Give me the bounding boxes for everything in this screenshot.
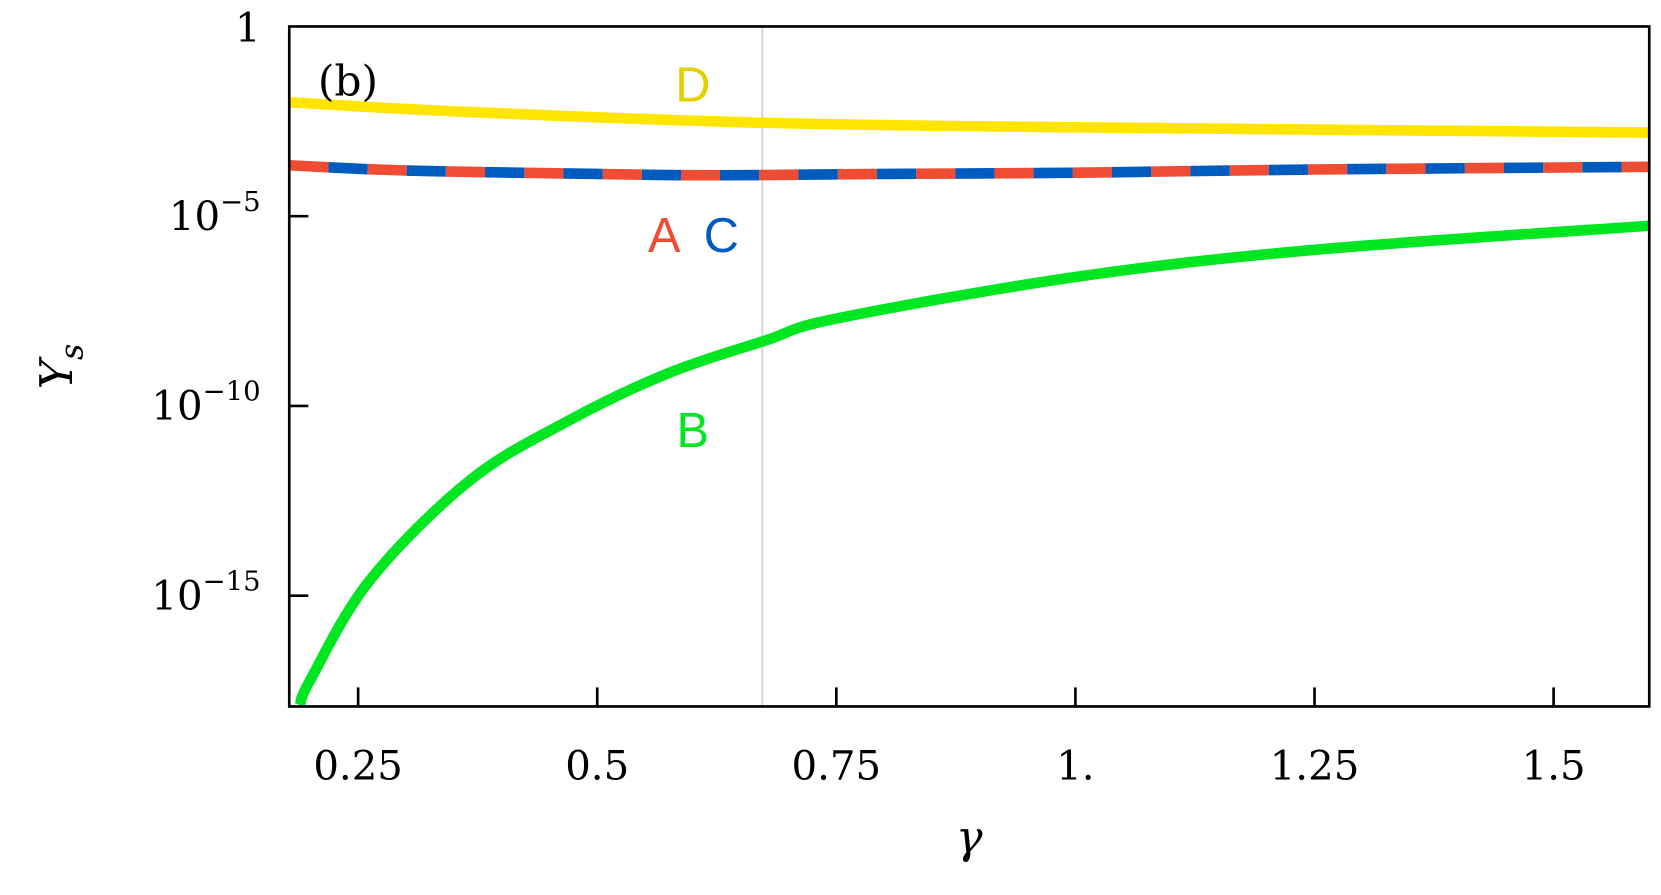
x-tick-label: 1.25 [1270,744,1360,790]
y-axis-label-main: Y [32,356,83,389]
y-tick-label: 1 [235,5,261,51]
y-axis-ticks: 1 10−5 10−10 10−15 [151,5,309,619]
x-axis-label: γ [956,813,983,864]
x-tick-label: 1.5 [1522,744,1586,790]
y-axis-label-sub: s [55,344,91,360]
series-c-label: C [704,209,739,263]
series-d-line [289,97,1650,138]
y-tick-label: 10−15 [151,565,260,619]
series-a-label: A [648,209,681,263]
series-b-line [294,220,1650,707]
y-axis-label: Ys [32,344,91,390]
series-a-line [289,159,1650,181]
series-d-label: D [675,59,710,113]
panel-label: (b) [318,56,378,105]
x-tick-label: 1. [1056,744,1094,790]
curves [289,26,1650,707]
curve-labels: D A C B [648,59,739,458]
y-tick-label: 10−10 [151,376,260,430]
plot-frame [287,25,1651,708]
y-tick-label: 10−5 [169,186,261,240]
x-axis-ticks: 0.25 0.5 0.75 1. 1.25 1.5 [313,687,1586,790]
series-c-line [289,159,1650,181]
x-tick-label: 0.25 [313,744,403,790]
x-tick-label: 0.5 [565,744,629,790]
x-tick-label: 0.75 [792,744,882,790]
series-b-label: B [677,404,710,458]
